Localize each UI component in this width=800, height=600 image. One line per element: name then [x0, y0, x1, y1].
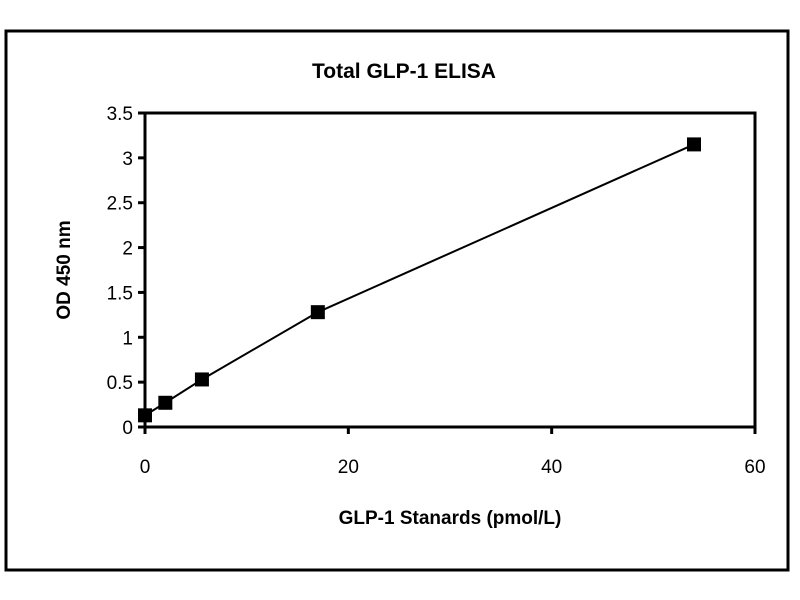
- data-point: [194, 372, 209, 387]
- x-tick-label: 0: [140, 457, 151, 478]
- y-tick-label: 2.5: [107, 194, 133, 215]
- data-point: [138, 408, 152, 423]
- y-tick-label: 2: [122, 239, 133, 260]
- plot-area: [143, 111, 757, 429]
- data-point: [310, 305, 325, 320]
- x-tick-label: 40: [541, 457, 562, 478]
- y-axis-label: OD 450 nm: [54, 220, 75, 319]
- data-point: [158, 395, 173, 410]
- x-tick-label: 60: [744, 457, 765, 478]
- y-tick-label: 3: [122, 149, 133, 170]
- chart-title: Total GLP-1 ELISA: [312, 60, 496, 83]
- data-point: [687, 137, 701, 152]
- y-tick-label: 1: [122, 328, 133, 349]
- x-axis-label: GLP-1 Stanards (pmol/L): [339, 508, 562, 529]
- y-tick-label: 3.5: [107, 104, 133, 125]
- y-tick-label: 1.5: [107, 283, 133, 304]
- x-tick-label: 20: [338, 457, 359, 478]
- y-tick-label: 0.5: [107, 373, 133, 394]
- y-tick-label: 0: [122, 418, 133, 439]
